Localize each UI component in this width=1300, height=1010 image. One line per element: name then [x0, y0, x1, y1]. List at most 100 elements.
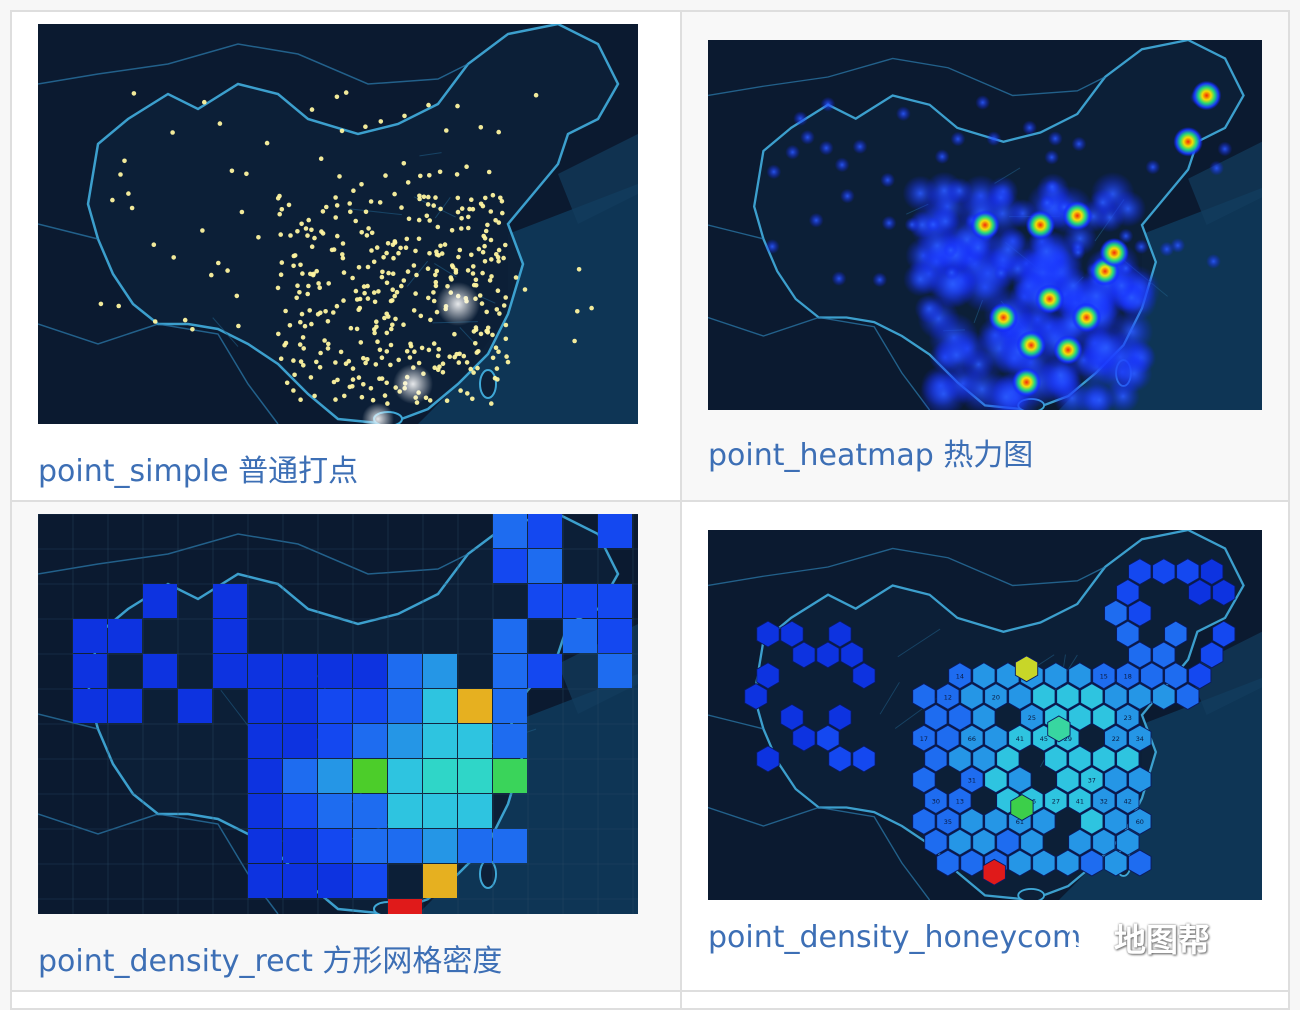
density-cell: [143, 654, 177, 688]
data-point: [455, 172, 460, 177]
data-point: [333, 215, 338, 220]
data-point: [485, 223, 490, 228]
data-point: [434, 249, 439, 254]
heat-spot: [1116, 355, 1153, 392]
data-point: [305, 292, 310, 297]
data-point: [383, 393, 388, 398]
data-point: [318, 311, 323, 316]
heat-spot: [986, 131, 1001, 146]
point-density-honeycomb-map-image[interactable]: 1415181220252317664145292234313730133627…: [708, 530, 1262, 900]
data-point: [377, 376, 382, 381]
data-point: [348, 210, 353, 215]
data-point: [483, 196, 488, 201]
data-point: [389, 327, 394, 332]
heat-spot: [905, 217, 920, 232]
data-point: [384, 251, 389, 256]
cell-point-density-rect: point_density_rect 方形网格密度: [10, 500, 682, 992]
data-point: [476, 349, 481, 354]
data-point: [496, 259, 501, 264]
density-cell: [598, 584, 632, 618]
data-point: [407, 217, 412, 222]
data-point: [489, 257, 494, 262]
data-point: [357, 265, 362, 270]
data-point: [209, 273, 214, 278]
heat-spot: [975, 95, 990, 110]
heat-hotspot: [1173, 127, 1203, 157]
data-point: [459, 226, 464, 231]
density-cell: [423, 759, 457, 793]
data-point: [496, 288, 501, 293]
data-point: [474, 278, 479, 283]
data-point: [301, 346, 306, 351]
data-point: [452, 332, 457, 337]
hexagon-value: 18: [1124, 672, 1132, 680]
data-point: [278, 232, 283, 237]
hexagon-value: 37: [1088, 777, 1096, 785]
data-point: [292, 254, 297, 259]
data-point: [312, 394, 317, 399]
data-point: [417, 194, 422, 199]
data-point: [344, 361, 349, 366]
data-point: [481, 204, 486, 209]
point-simple-link[interactable]: point_simple 普通打点: [38, 446, 358, 490]
hexagon-value: 42: [1124, 797, 1132, 805]
data-point: [575, 309, 580, 314]
data-point: [428, 318, 433, 323]
data-point: [473, 341, 478, 346]
data-point: [284, 341, 289, 346]
point-simple-map-image[interactable]: [38, 24, 638, 424]
data-point: [276, 332, 281, 337]
heat-spot: [853, 139, 868, 154]
data-point: [482, 244, 487, 249]
data-point: [390, 287, 395, 292]
density-cell: [423, 724, 457, 758]
data-point: [481, 250, 486, 255]
data-point: [300, 312, 305, 317]
data-point: [422, 195, 427, 200]
data-point: [486, 326, 491, 331]
heat-hotspot: [1035, 284, 1065, 314]
data-point: [170, 130, 175, 135]
heat-spot: [1022, 120, 1037, 135]
data-point: [297, 290, 302, 295]
density-cell: [423, 794, 457, 828]
data-point: [491, 193, 496, 198]
heat-spot: [943, 243, 958, 258]
data-point: [330, 248, 335, 253]
data-point: [335, 234, 340, 239]
hexagon-value: 41: [1016, 735, 1024, 743]
density-cell: [318, 794, 352, 828]
data-point: [236, 324, 241, 329]
data-point: [457, 360, 462, 365]
data-point: [341, 241, 346, 246]
density-cell: [458, 794, 492, 828]
data-point: [360, 395, 365, 400]
point-density-rect-link[interactable]: point_density_rect 方形网格密度: [38, 936, 502, 980]
point-heatmap-map-image[interactable]: [708, 40, 1262, 410]
point-density-honeycomb-link[interactable]: point_density_honeycom: [708, 920, 1081, 955]
data-point: [319, 156, 324, 161]
density-cell: [353, 794, 387, 828]
data-point: [386, 314, 391, 319]
density-cell: [318, 689, 352, 723]
data-point: [436, 225, 441, 230]
data-point: [432, 299, 437, 304]
data-point: [395, 290, 400, 295]
point-density-rect-map-image[interactable]: [38, 514, 638, 914]
data-point: [280, 260, 285, 265]
data-point: [417, 237, 422, 242]
data-point: [391, 271, 396, 276]
data-point: [309, 322, 314, 327]
data-point: [419, 314, 424, 319]
heat-spot: [1209, 161, 1224, 176]
data-point: [484, 229, 489, 234]
data-point: [366, 226, 371, 231]
data-point: [437, 347, 442, 352]
data-point: [354, 289, 359, 294]
data-point: [464, 164, 469, 169]
point-heatmap-link[interactable]: point_heatmap 热力图: [708, 430, 1033, 474]
data-point: [458, 248, 463, 253]
heat-hotspot: [1192, 81, 1222, 111]
data-point: [489, 238, 494, 243]
heat-hotspot: [1072, 303, 1102, 333]
